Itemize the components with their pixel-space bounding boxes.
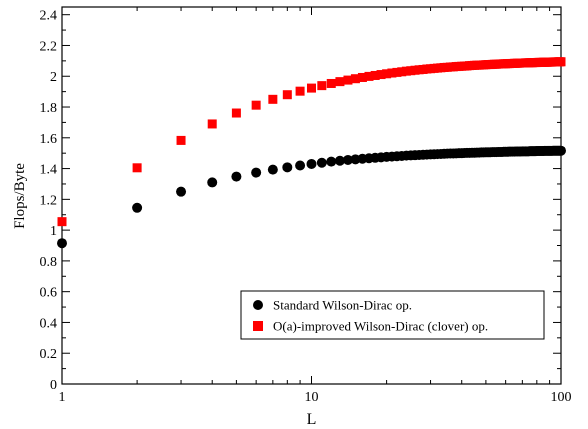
data-point-standard — [334, 155, 345, 166]
data-point-clover — [350, 74, 360, 84]
data-point-standard — [342, 154, 353, 165]
data-point-clover — [370, 70, 380, 80]
data-point-standard — [176, 186, 187, 197]
data-point-standard — [316, 157, 327, 168]
y-tick-label: 0.6 — [40, 286, 58, 301]
y-tick-label: 1.2 — [40, 193, 58, 208]
data-point-clover — [392, 67, 402, 77]
data-point-clover — [382, 69, 392, 79]
data-point-clover — [364, 71, 374, 81]
series-standard — [57, 145, 566, 249]
y-tick-label: 1.8 — [40, 101, 58, 116]
data-point-standard — [132, 202, 143, 213]
data-point-clover — [307, 83, 316, 93]
y-tick-label: 2.4 — [40, 9, 58, 24]
series-layer — [57, 57, 566, 249]
data-point-clover — [326, 78, 336, 88]
series-clover — [57, 57, 566, 227]
y-tick-label: 2 — [50, 70, 57, 85]
legend-label-clover: O(a)-improved Wilson-Dirac (clover) op. — [273, 319, 488, 334]
data-point-clover — [556, 57, 566, 67]
legend-marker-standard — [253, 300, 263, 310]
data-point-standard — [207, 177, 218, 188]
data-point-clover — [176, 135, 186, 145]
data-point-clover — [57, 217, 67, 227]
data-point-clover — [231, 108, 241, 118]
x-tick-label: 1 — [59, 390, 66, 405]
data-point-standard — [251, 167, 262, 178]
data-point-standard — [306, 158, 317, 169]
data-point-clover — [317, 81, 327, 91]
data-point-standard — [326, 156, 337, 167]
y-tick-label: 2.2 — [40, 39, 58, 54]
data-point-clover — [251, 100, 261, 110]
data-point-clover — [207, 119, 217, 129]
x-tick-label: 100 — [551, 390, 572, 405]
data-point-clover — [132, 163, 142, 173]
x-axis-label: L — [307, 411, 317, 428]
data-point-standard — [295, 160, 306, 171]
data-point-clover — [357, 72, 367, 82]
x-axis: 1 10 100 — [59, 7, 572, 405]
data-point-clover — [268, 94, 278, 104]
data-point-clover — [335, 77, 345, 87]
y-tick-label: 0.8 — [40, 255, 58, 270]
data-point-clover — [397, 67, 407, 77]
data-point-standard — [282, 162, 293, 173]
y-tick-label: 1.6 — [40, 132, 58, 147]
legend-marker-clover — [253, 321, 263, 331]
data-point-clover — [295, 86, 305, 96]
legend-label-standard: Standard Wilson-Dirac op. — [273, 298, 412, 313]
data-point-standard — [231, 171, 242, 182]
y-tick-label: 1 — [50, 224, 57, 239]
y-tick-label: 0 — [50, 378, 57, 393]
legend: Standard Wilson-Dirac op. O(a)-improved … — [240, 290, 545, 340]
data-point-standard — [57, 238, 67, 249]
y-axis-label: Flops/Byte — [12, 163, 28, 229]
legend-box — [240, 290, 545, 340]
y-tick-label: 1.4 — [40, 163, 58, 178]
data-point-clover — [343, 75, 353, 85]
data-point-clover — [376, 70, 386, 80]
y-tick-label: 0.4 — [40, 316, 58, 331]
data-point-standard — [556, 145, 566, 156]
data-point-standard — [267, 164, 278, 175]
y-axis: 0 0.2 0.4 0.6 0.8 1 1.2 1.4 1.6 1.8 2 2.2 2.4 — [40, 9, 561, 393]
x-tick-label: 10 — [305, 390, 319, 405]
y-tick-label: 0.2 — [40, 347, 58, 362]
data-point-clover — [282, 90, 292, 100]
data-point-clover — [387, 68, 397, 78]
